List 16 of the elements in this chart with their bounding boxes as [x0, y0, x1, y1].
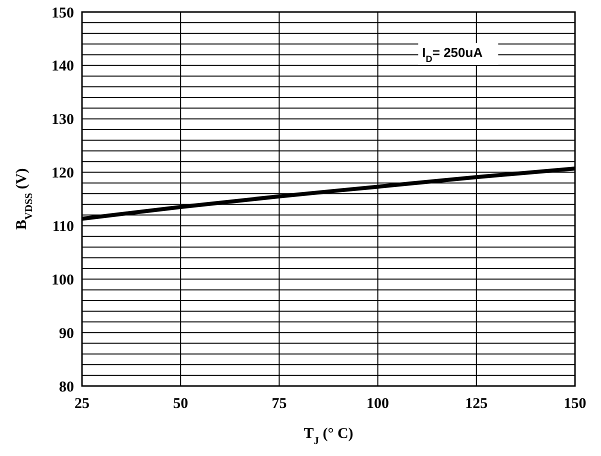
y-tick-label: 100 — [52, 272, 74, 288]
x-tick-label: 25 — [74, 396, 90, 412]
y-tick-label: 80 — [59, 379, 74, 396]
y-tick-label: 90 — [59, 326, 74, 342]
x-tick-label: 100 — [366, 396, 390, 412]
y-tick-label: 150 — [52, 5, 74, 22]
annotation: I$_{D}$= 250uA — [422, 45, 484, 64]
x-axis-title: T$_{J}$ (° C) — [304, 426, 354, 446]
x-tick-label: 125 — [465, 396, 488, 412]
y-tick-label: 130 — [52, 112, 74, 128]
y-tick-label: 120 — [52, 166, 74, 182]
y-tick-label: 110 — [52, 218, 74, 235]
x-tick-label: 150 — [564, 396, 586, 412]
x-tick-label: 50 — [173, 396, 188, 412]
x-tick-label: 75 — [272, 396, 287, 412]
y-tick-label: 140 — [52, 58, 74, 75]
